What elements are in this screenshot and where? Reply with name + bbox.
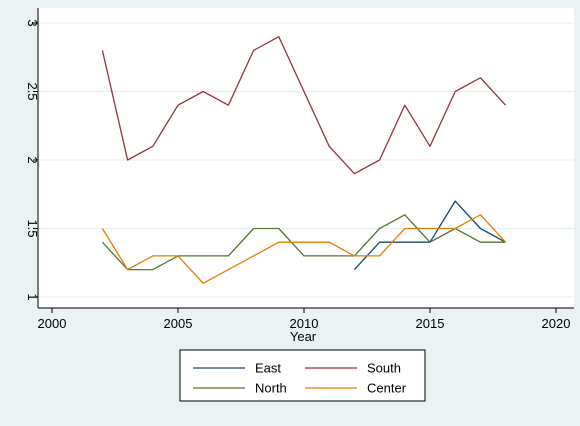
x-tick-label: 2005: [164, 316, 193, 331]
y-tick-label: 1.5: [25, 219, 40, 237]
plot-area: [38, 8, 574, 308]
legend-label-south: South: [367, 361, 401, 376]
legend-label-center: Center: [367, 381, 407, 396]
legend-label-east: East: [255, 361, 281, 376]
y-tick-label: 2: [25, 156, 40, 163]
x-tick-label: 2020: [542, 316, 571, 331]
series-line-south: [101, 36, 507, 175]
legend-box: [179, 349, 426, 402]
y-tick-label: 2.5: [25, 82, 40, 100]
x-tick-label: 2015: [416, 316, 445, 331]
series-line-center: [101, 214, 507, 284]
y-tick-label: 3: [25, 19, 40, 26]
x-tick-label: 2000: [38, 316, 67, 331]
x-axis: 2000 2005 2010 2015 2020: [38, 307, 574, 331]
legend-label-north: North: [255, 381, 287, 396]
series-lines: [101, 36, 507, 284]
x-axis-label: Year: [290, 329, 317, 344]
y-tick-label: 1: [25, 293, 40, 300]
series-line-north: [101, 214, 506, 271]
y-axis: 1 1.5 2 2.5 3: [25, 8, 40, 308]
x-tick-label: 2010: [290, 316, 319, 331]
legend: East South North Center: [179, 349, 426, 402]
